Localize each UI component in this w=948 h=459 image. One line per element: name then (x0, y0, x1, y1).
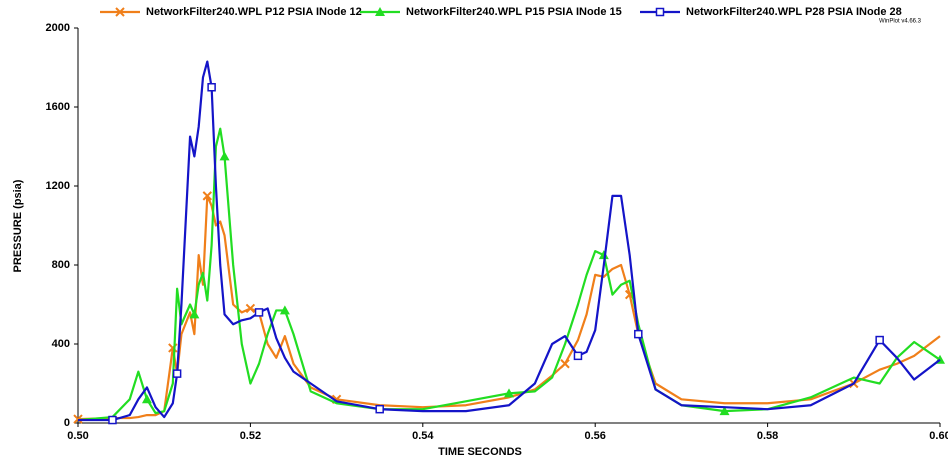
x-tick-label: 0.54 (412, 430, 434, 442)
y-tick-label: 0 (64, 417, 70, 429)
marker (375, 7, 385, 16)
x-tick-label: 0.58 (757, 430, 778, 442)
x-tick-label: 0.52 (240, 430, 261, 442)
series-line (77, 194, 941, 421)
marker (279, 305, 290, 315)
marker (634, 329, 643, 339)
marker (719, 406, 730, 416)
marker (655, 7, 665, 17)
series-line (77, 127, 941, 422)
marker (560, 359, 570, 369)
marker (598, 250, 609, 260)
marker (219, 151, 230, 161)
y-tick-label: 400 (52, 338, 70, 350)
series-line (78, 60, 941, 422)
marker (254, 308, 264, 317)
y-tick-label: 1200 (46, 180, 70, 192)
marker (375, 404, 384, 414)
marker (172, 369, 182, 378)
marker (207, 83, 216, 92)
x-tick-label: 0.56 (584, 430, 605, 442)
marker (115, 7, 125, 17)
y-tick-label: 2000 (46, 22, 70, 34)
x-tick-label: 0.60 (929, 430, 948, 442)
marker (573, 351, 583, 361)
watermark: WinPlot v4.66.3 (879, 19, 922, 25)
marker (189, 309, 200, 319)
marker (245, 303, 256, 314)
y-tick-label: 1600 (46, 101, 70, 113)
marker (202, 191, 213, 201)
marker (504, 388, 514, 398)
x-axis-label: TIME SECONDS (438, 446, 522, 458)
marker (141, 394, 152, 404)
y-axis-label: PRESSURE (psia) (12, 179, 24, 272)
x-tick-label: 0.50 (67, 430, 88, 442)
y-tick-label: 800 (52, 259, 70, 271)
marker (875, 335, 884, 345)
marker (108, 415, 117, 425)
legend-label: NetworkFilter240.WPL P28 PSIA INode 28 (686, 6, 902, 18)
legend-label: NetworkFilter240.WPL P15 PSIA INode 15 (406, 6, 622, 18)
legend-label: NetworkFilter240.WPL P12 PSIA INode 12 (146, 6, 362, 18)
